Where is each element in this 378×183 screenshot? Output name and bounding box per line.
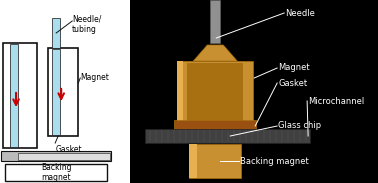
Bar (189, 144, 241, 178)
Bar (5, 164, 107, 181)
Bar (189, 144, 197, 178)
Bar (18, 152, 110, 160)
Bar (146, 129, 310, 143)
Bar (10, 44, 18, 147)
Text: Gasket: Gasket (55, 145, 82, 154)
Text: Backing magnet: Backing magnet (240, 156, 309, 165)
Bar (1, 151, 112, 161)
Bar (187, 63, 243, 121)
Text: Needle/
tubing: Needle/ tubing (72, 15, 102, 34)
Bar (52, 49, 60, 135)
Text: Magnet: Magnet (278, 64, 310, 72)
Bar (210, 0, 220, 43)
Text: Glass chip: Glass chip (278, 122, 321, 130)
Text: Needle: Needle (285, 8, 315, 18)
Bar (177, 61, 253, 123)
Bar (174, 120, 256, 130)
Bar (177, 61, 183, 123)
Polygon shape (193, 45, 237, 61)
Text: Magnet: Magnet (80, 74, 109, 83)
Text: Backing
magnet: Backing magnet (41, 163, 71, 182)
Text: Microchannel: Microchannel (308, 96, 364, 106)
Bar (48, 48, 78, 136)
Text: Gasket: Gasket (278, 79, 307, 87)
Bar (3, 43, 37, 148)
Bar (52, 18, 60, 48)
